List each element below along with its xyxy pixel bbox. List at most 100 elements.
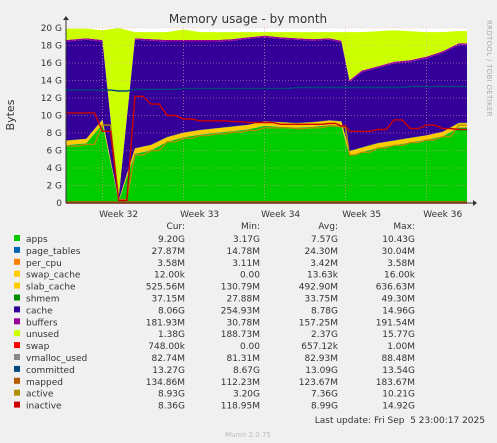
legend-label: cache (26, 306, 53, 316)
legend-row-shmem: shmem 37.15M 27.88M 33.75M 49.30M (14, 294, 415, 305)
legend-min: 0.00 (240, 271, 260, 281)
legend-cur: 82.74M (151, 354, 185, 364)
legend-max: 16.00k (384, 271, 416, 281)
overlay-lines (66, 85, 467, 204)
rrdtool-credit: RRDTOOL / TOBI OETIKER (485, 20, 493, 117)
legend-avg: 7.57G (311, 235, 338, 245)
legend-max: 14.92G (382, 402, 415, 412)
legend-swatch-swap_cache (14, 270, 20, 277)
legend-row-inactive: inactive 8.36G 118.95M 8.99G 14.92G (14, 401, 415, 412)
area-cache (66, 37, 467, 200)
legend-max: 3.58M (387, 259, 415, 269)
legend-label: per_cpu (26, 259, 62, 269)
legend-avg: 492.90M (299, 283, 338, 293)
legend-max: 15.77G (382, 330, 415, 340)
legend-avg: 8.78G (311, 306, 338, 316)
legend-cur: 13.27G (152, 366, 185, 376)
legend-label: buffers (26, 318, 58, 328)
legend-cur: 9.20G (158, 235, 185, 245)
legend-cur: 27.87M (151, 247, 185, 257)
area-unused (66, 28, 467, 197)
legend-min: 112.23M (221, 378, 260, 388)
legend-swatch-unused (14, 330, 20, 337)
legend-avg: 24.30M (304, 247, 338, 257)
y-tick-label: 20 G (41, 24, 62, 34)
stacked-areas (66, 28, 467, 203)
legend-label: page_tables (26, 247, 81, 257)
legend-max: 30.04M (381, 247, 415, 257)
legend-row-unused: unused 1.38G 188.73M 2.37G 15.77G (14, 330, 415, 340)
legend-cur: 1.38G (158, 330, 185, 340)
y-tick-label: 6 G (46, 147, 62, 157)
legend-row-buffers: buffers 181.93M 30.78M 157.25M 191.54M (14, 318, 415, 328)
legend-row-mapped: mapped 134.86M 112.23M 123.67M 183.67M (14, 377, 415, 388)
legend-cur: 12.00k (154, 271, 186, 281)
x-tick-label: Week 32 (99, 210, 138, 220)
legend-swatch-apps (14, 235, 20, 241)
legend-cur: 3.58M (157, 259, 185, 269)
legend-cur: 8.93G (158, 390, 185, 400)
legend-swatch-vmalloc_used (14, 354, 20, 360)
legend-label: apps (26, 235, 48, 245)
legend-label: vmalloc_used (26, 354, 87, 364)
legend-avg: 8.99G (311, 402, 338, 412)
line-active (66, 124, 467, 201)
legend-label: unused (26, 330, 59, 340)
legend-label: inactive (26, 402, 62, 412)
legend-row-committed: committed 13.27G 8.67G 13.09G 13.54G (14, 365, 415, 376)
legend-header-cur: Cur: (166, 222, 185, 232)
legend-label: swap (26, 342, 50, 352)
y-axis-arrow (63, 16, 69, 20)
munin-version: Munin 2.0.75 (225, 431, 271, 439)
line-inactive (66, 95, 467, 202)
legend-min: 14.78M (226, 247, 260, 257)
legend-row-page_tables: page_tables 27.87M 14.78M 24.30M 30.04M (14, 246, 415, 257)
x-tick-label: Week 34 (261, 210, 300, 220)
legend-cur: 8.06G (158, 306, 185, 316)
legend-avg: 7.36G (311, 390, 338, 400)
legend-row-vmalloc_used: vmalloc_used 82.74M 81.31M 82.93M 88.48M (14, 354, 415, 364)
legend-label: swap_cache (26, 271, 81, 281)
legend-row-active: active 8.93G 3.20G 7.36G 10.21G (14, 389, 415, 400)
legend-swatch-active (14, 389, 20, 396)
legend-avg: 157.25M (299, 318, 338, 328)
legend-avg: 82.93M (304, 354, 338, 364)
chart-title: Memory usage - by month (169, 12, 327, 26)
y-tick-label: 8 G (46, 129, 62, 139)
legend-min: 8.67G (233, 366, 260, 376)
legend-row-swap: swap 748.00k 0.00 657.12k 1.00M (14, 342, 415, 352)
legend-min: 130.79M (221, 283, 260, 293)
legend-swatch-swap (14, 342, 20, 349)
legend-max: 88.48M (381, 354, 415, 364)
legend-cur: 134.86M (146, 378, 185, 388)
legend-cur: 37.15M (151, 295, 185, 305)
legend-swatch-shmem (14, 294, 20, 301)
legend-max: 191.54M (376, 318, 415, 328)
legend-avg: 13.63k (307, 271, 339, 281)
legend-row-apps: apps 9.20G 3.17G 7.57G 10.43G (14, 235, 415, 245)
area-apps (66, 124, 467, 203)
legend-swatch-page_tables (14, 246, 20, 253)
area-slab_cache (66, 119, 467, 201)
x-tick-label: Week 35 (342, 210, 381, 220)
legend: Cur: Min: Avg: Max: apps 9.20G 3.17G 7.57G 10.43… (14, 222, 416, 412)
legend-label: active (26, 390, 54, 400)
legend-min: 81.31M (226, 354, 260, 364)
legend-header-max: Max: (393, 222, 415, 232)
legend-cur: 181.93M (146, 318, 185, 328)
legend-avg: 123.67M (299, 378, 338, 388)
y-tick-label: 4 G (46, 164, 62, 174)
legend-row-swap_cache: swap_cache 12.00k 0.00 13.63k 16.00k (14, 270, 416, 281)
legend-swatch-slab_cache (14, 282, 20, 289)
legend-cur: 8.36G (158, 402, 185, 412)
x-axis-arrow (473, 200, 477, 206)
legend-header-min: Min: (241, 222, 260, 232)
legend-label: committed (26, 366, 75, 376)
legend-swatch-committed (14, 365, 20, 372)
y-tick-label: 14 G (41, 77, 62, 87)
x-tick-label: Week 33 (180, 210, 219, 220)
last-update: Last update: Fri Sep 5 23:00:17 2025 (315, 416, 485, 426)
legend-row-per_cpu: per_cpu 3.58M 3.11M 3.42M 3.58M (14, 258, 415, 269)
legend-label: slab_cache (26, 283, 76, 293)
